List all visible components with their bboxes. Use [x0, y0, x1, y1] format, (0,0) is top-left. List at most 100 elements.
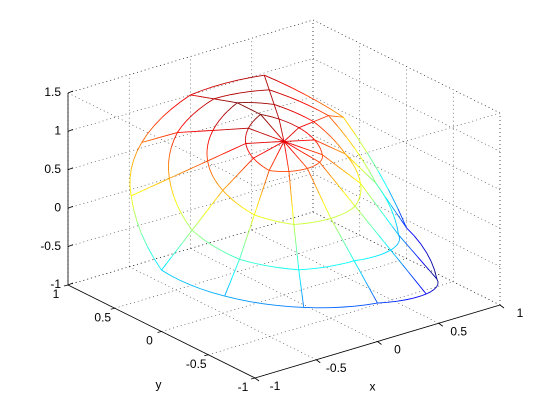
mesh-ring — [337, 125, 347, 138]
mesh-spoke — [196, 216, 203, 224]
mesh-ring — [260, 216, 268, 220]
mesh-ring — [430, 288, 435, 293]
mesh-spoke — [299, 282, 302, 289]
mesh-spoke — [372, 227, 380, 236]
mesh-ring — [265, 168, 270, 171]
mesh-ring — [176, 126, 182, 133]
mesh-ring — [396, 242, 399, 246]
mesh-ring — [390, 247, 395, 251]
mesh-spoke — [414, 279, 421, 287]
grid-line — [129, 266, 317, 361]
mesh-ring — [263, 303, 277, 306]
mesh-spoke — [266, 170, 270, 179]
mesh-ring — [170, 187, 175, 197]
mesh-spoke — [380, 190, 387, 199]
mesh-spoke — [275, 109, 278, 112]
y-tick-label: -0.5 — [186, 357, 207, 371]
mesh-spoke — [325, 115, 329, 118]
mesh-ring — [205, 98, 215, 105]
mesh-spoke — [315, 152, 323, 156]
mesh-ring — [251, 155, 254, 159]
mesh-spoke — [378, 235, 386, 244]
mesh-ring — [369, 171, 377, 184]
mesh-ring — [321, 158, 323, 160]
mesh-spoke — [242, 163, 249, 170]
y-tick-label: 1 — [53, 287, 60, 301]
mesh-ring — [340, 147, 346, 155]
mesh-spoke — [207, 157, 215, 162]
mesh-ring — [237, 76, 252, 81]
mesh-ring — [269, 115, 273, 118]
mesh-ring — [269, 89, 280, 94]
mesh-spoke — [274, 106, 277, 110]
mesh-ring — [329, 306, 343, 309]
mesh-spoke — [137, 189, 145, 194]
mesh-spoke — [295, 154, 300, 160]
mesh-ring — [133, 208, 138, 222]
mesh-spoke — [321, 154, 329, 160]
mesh-ring — [249, 153, 252, 157]
mesh-ring — [328, 115, 338, 127]
mesh-ring — [345, 260, 355, 264]
mesh-spoke — [260, 114, 265, 120]
mesh-spoke — [315, 119, 319, 122]
mesh-spoke — [217, 190, 224, 198]
mesh-spoke — [338, 232, 343, 240]
mesh-ring — [272, 116, 276, 119]
mesh-ring — [246, 148, 249, 152]
x-tick — [377, 341, 382, 345]
mesh-spoke — [395, 212, 402, 221]
mesh-spoke — [272, 101, 275, 105]
mesh-ring — [266, 115, 270, 117]
mesh-ring — [260, 164, 264, 168]
mesh-ring — [288, 122, 293, 125]
z-tick — [67, 244, 74, 247]
mesh-spoke — [171, 249, 178, 258]
mesh-ring — [210, 170, 214, 177]
mesh-ring — [207, 140, 210, 146]
mesh-spoke — [240, 104, 246, 108]
mesh-ring — [325, 217, 331, 221]
mesh-spoke — [254, 129, 261, 134]
mesh-spoke — [290, 143, 297, 147]
mesh-ring — [317, 101, 331, 110]
mesh-ring — [426, 252, 432, 262]
mesh-ring — [180, 213, 187, 223]
mesh-spoke — [289, 180, 292, 190]
mesh-spoke — [169, 175, 176, 179]
mesh-spoke — [349, 253, 355, 261]
mesh-spoke — [417, 256, 425, 265]
mesh-spoke — [253, 155, 259, 159]
mesh-spoke — [290, 189, 292, 198]
mesh-spoke — [279, 136, 285, 142]
mesh-spoke — [313, 120, 317, 123]
mesh-spoke — [298, 269, 301, 277]
mesh-ring — [397, 208, 407, 228]
mesh-ring — [230, 254, 240, 260]
mesh-spoke — [430, 271, 438, 280]
mesh-ring — [146, 245, 155, 259]
mesh-ring — [248, 210, 255, 216]
z-tick-label: 0.5 — [44, 162, 61, 176]
mesh-spoke — [232, 173, 239, 180]
mesh-spoke — [217, 99, 222, 101]
mesh-ring — [351, 205, 356, 209]
mesh-ring — [248, 261, 259, 265]
y-tick — [63, 284, 69, 287]
mesh-spoke — [252, 110, 257, 113]
mesh-ring — [129, 186, 132, 196]
mesh-spoke — [297, 262, 300, 270]
mesh-spoke — [232, 145, 240, 150]
y-tick — [250, 377, 256, 380]
mesh-ring — [189, 284, 202, 290]
mesh-ring — [161, 269, 171, 276]
mesh-spoke — [272, 99, 274, 103]
mesh-ring — [237, 298, 251, 303]
mesh-spoke — [224, 289, 228, 297]
grid-line — [312, 173, 501, 267]
mesh-ring — [388, 189, 399, 209]
mesh-spoke — [150, 183, 157, 188]
mesh-spoke — [411, 249, 419, 258]
mesh-ring — [330, 108, 344, 118]
